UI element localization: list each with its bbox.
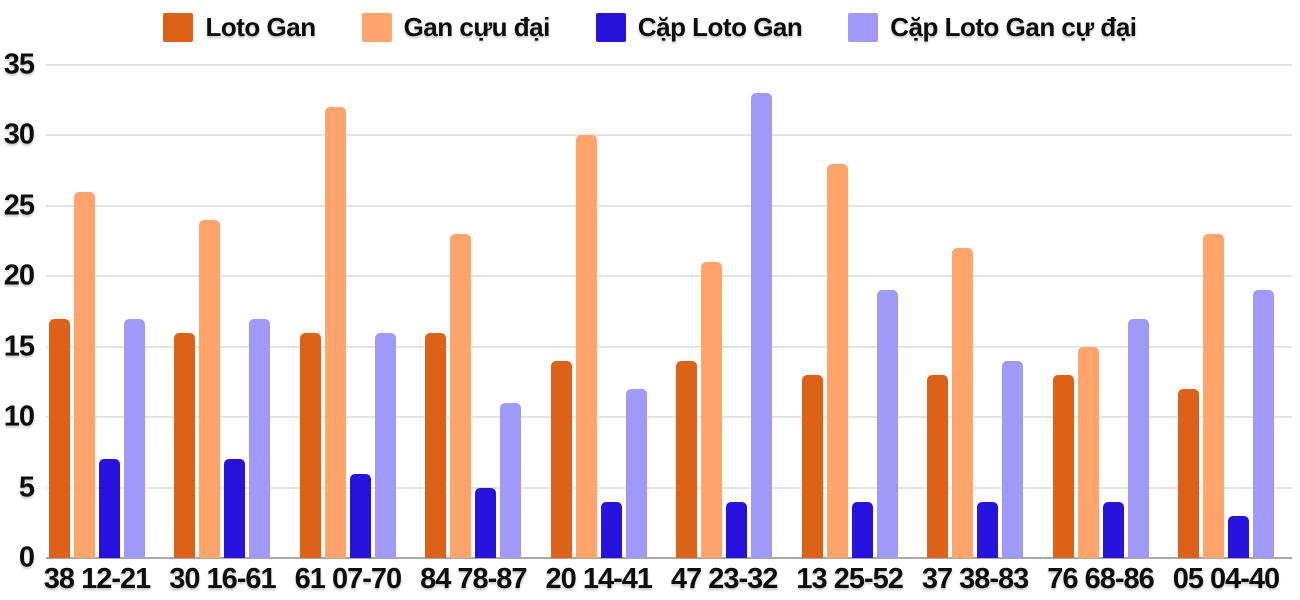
y-axis: 0 5 10 15 20 25 30 35	[0, 49, 36, 574]
legend-label: Cặp Loto Gan cự đại	[890, 11, 1137, 42]
y-tick-label-5: 5	[18, 471, 35, 504]
x-axis-line	[46, 557, 1292, 559]
x-axis-label-84-78-87: 84 78-87	[420, 563, 527, 595]
bar-cap-loto-gan-cu-dai-20-14-41[interactable]	[625, 388, 647, 558]
y-tick-label-25: 25	[3, 189, 35, 222]
bar-gan-cuu-dai-76-68-86[interactable]	[1077, 346, 1099, 558]
bar-gan-cuu-dai-20-14-41[interactable]	[575, 135, 597, 558]
y-tick-label-35: 35	[3, 48, 35, 81]
x-axis-label-30-16-61: 30 16-61	[169, 563, 276, 595]
bar-cap-loto-gan-38-12-21[interactable]	[99, 459, 120, 558]
bar-group-13-25-52: 13 25-52	[796, 65, 904, 595]
bar-cap-loto-gan-13-25-52[interactable]	[851, 501, 873, 558]
bar-loto-gan-13-25-52[interactable]	[801, 374, 823, 558]
legend-label: Loto Gan	[205, 11, 316, 42]
bar-cap-loto-gan-cu-dai-47-23-32[interactable]	[751, 93, 773, 558]
bar-group-38-12-21: 38 12-21	[44, 65, 151, 595]
x-axis-label-37-38-83: 37 38-83	[921, 563, 1029, 595]
bar-cap-loto-gan-20-14-41[interactable]	[600, 501, 622, 558]
bar-loto-gan-30-16-61[interactable]	[174, 332, 196, 558]
gridline-25	[46, 204, 1292, 207]
bar-cap-loto-gan-cu-dai-61-07-70[interactable]	[374, 332, 396, 558]
legend-label: Cặp Loto Gan	[637, 11, 803, 42]
gridline-10	[46, 416, 1292, 419]
bar-loto-gan-05-04-40[interactable]	[1177, 388, 1199, 558]
legend-item-cap-loto-gan-cu-dai[interactable]: Cặp Loto Gan cự đại	[848, 11, 1137, 43]
bar-cap-loto-gan-76-68-86[interactable]	[1102, 501, 1124, 558]
bar-groups: 38 12-21 30 16-61 61 07-70 84 78-87 20 14-41…	[44, 65, 1292, 595]
gridline-15	[46, 345, 1292, 348]
bar-cap-loto-gan-cu-dai-84-78-87[interactable]	[500, 403, 522, 558]
plot-area: 38 12-21 30 16-61 61 07-70 84 78-87 20 14-41…	[44, 64, 1292, 595]
x-axis-label-76-68-86: 76 68-86	[1047, 563, 1154, 595]
legend-swatch-gan-cuu-dai	[361, 12, 392, 42]
bar-group-47-23-32: 47 23-32	[671, 65, 778, 595]
bar-group-37-38-83: 37 38-83	[922, 65, 1029, 595]
gridline-30	[46, 134, 1292, 137]
y-tick-label-10: 10	[3, 400, 35, 433]
bar-group-76-68-86: 76 68-86	[1047, 65, 1155, 595]
bar-cap-loto-gan-cu-dai-76-68-86[interactable]	[1127, 318, 1149, 558]
bar-cap-loto-gan-cu-dai-13-25-52[interactable]	[876, 290, 898, 558]
bar-gan-cuu-dai-37-38-83[interactable]	[952, 248, 974, 558]
bar-gan-cuu-dai-47-23-32[interactable]	[701, 262, 723, 558]
bar-cap-loto-gan-cu-dai-05-04-40[interactable]	[1252, 290, 1274, 558]
bar-cap-loto-gan-61-07-70[interactable]	[349, 473, 371, 558]
bar-cap-loto-gan-cu-dai-30-16-61[interactable]	[249, 318, 271, 558]
bar-cap-loto-gan-47-23-32[interactable]	[726, 501, 748, 558]
y-tick-label-30: 30	[3, 118, 35, 151]
gridline-35	[46, 64, 1292, 66]
y-tick-label-15: 15	[3, 330, 35, 363]
legend-label: Gan cựu đại	[403, 11, 551, 42]
x-axis-label-47-23-32: 47 23-32	[670, 563, 778, 595]
y-tick-label-0: 0	[18, 541, 35, 574]
bar-gan-cuu-dai-30-16-61[interactable]	[199, 219, 221, 558]
x-axis-label-05-04-40: 05 04-40	[1172, 563, 1280, 595]
bar-group-05-04-40: 05 04-40	[1173, 65, 1280, 595]
gridline-20	[46, 275, 1292, 278]
bar-gan-cuu-dai-61-07-70[interactable]	[324, 107, 346, 558]
legend-swatch-loto-gan	[163, 12, 194, 42]
bar-cap-loto-gan-cu-dai-38-12-21[interactable]	[124, 318, 145, 558]
bar-group-30-16-61: 30 16-61	[169, 65, 277, 595]
bar-loto-gan-20-14-41[interactable]	[550, 360, 572, 558]
bar-loto-gan-76-68-86[interactable]	[1052, 374, 1074, 558]
bar-group-84-78-87: 84 78-87	[420, 65, 528, 595]
bar-loto-gan-37-38-83[interactable]	[927, 374, 949, 558]
x-axis-label-38-12-21: 38 12-21	[43, 563, 151, 595]
bar-gan-cuu-dai-38-12-21[interactable]	[74, 191, 95, 558]
x-axis-label-20-14-41: 20 14-41	[545, 563, 653, 595]
gridline-5	[46, 486, 1292, 489]
bar-group-61-07-70: 61 07-70	[295, 65, 402, 595]
x-axis-label-61-07-70: 61 07-70	[294, 563, 402, 595]
bar-cap-loto-gan-37-38-83[interactable]	[977, 501, 999, 558]
legend-swatch-cap-loto-gan	[595, 12, 626, 42]
x-axis-label-13-25-52: 13 25-52	[796, 563, 903, 595]
bar-gan-cuu-dai-84-78-87[interactable]	[450, 234, 472, 558]
bar-loto-gan-61-07-70[interactable]	[299, 332, 321, 558]
legend-item-gan-cuu-dai[interactable]: Gan cựu đại	[361, 11, 551, 43]
bar-loto-gan-84-78-87[interactable]	[425, 332, 447, 558]
bar-loto-gan-38-12-21[interactable]	[49, 318, 70, 558]
bar-group-20-14-41: 20 14-41	[546, 65, 653, 595]
bar-cap-loto-gan-cu-dai-37-38-83[interactable]	[1002, 360, 1024, 558]
bar-gan-cuu-dai-05-04-40[interactable]	[1202, 234, 1224, 558]
bar-gan-cuu-dai-13-25-52[interactable]	[826, 163, 848, 558]
bar-cap-loto-gan-30-16-61[interactable]	[224, 459, 246, 558]
bar-loto-gan-47-23-32[interactable]	[676, 360, 698, 558]
legend-item-cap-loto-gan[interactable]: Cặp Loto Gan	[595, 11, 803, 43]
chart-legend: Loto Gan Gan cựu đại Cặp Loto Gan Cặp Loto …	[0, 5, 1300, 49]
legend-swatch-cap-loto-gan-cu-dai	[848, 12, 879, 42]
bar-cap-loto-gan-05-04-40[interactable]	[1227, 515, 1249, 558]
legend-item-loto-gan[interactable]: Loto Gan	[163, 11, 316, 43]
y-tick-label-20: 20	[3, 259, 35, 292]
bar-cap-loto-gan-84-78-87[interactable]	[475, 487, 497, 558]
